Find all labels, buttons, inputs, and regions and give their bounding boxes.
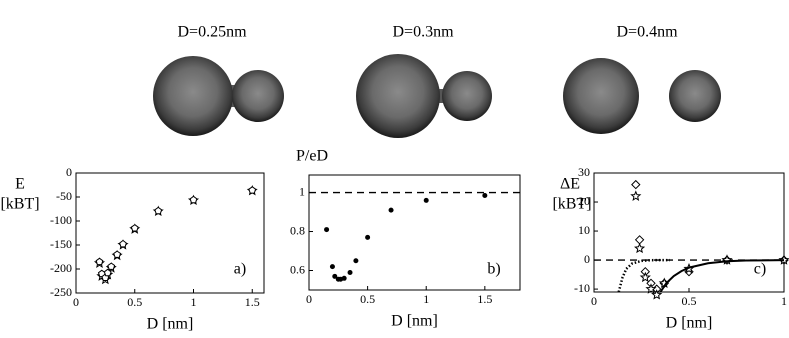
y-axis-label: E [15,176,25,193]
data-point [329,264,335,270]
plot-frame [308,174,521,291]
x-axis-label: D [nm] [391,313,438,330]
panel-label: a) [234,261,246,278]
data-point [353,258,359,264]
y-tick-label: -200 [50,261,72,275]
y-tick-label: 1 [299,184,305,198]
y-axis-label: P/eD [296,148,328,165]
data-point [778,254,789,265]
data-point [423,197,429,203]
data-point [388,207,394,213]
y-tick-label: -100 [50,213,72,227]
y-tick-label: 10 [578,223,590,237]
data-point [95,257,104,266]
data-point [324,227,330,233]
plot-frame [75,172,265,294]
y-tick-label: -250 [50,285,72,299]
data-point [119,239,127,248]
shape-render [356,54,492,138]
y-tick-label: 20 [578,194,590,208]
shape-render [563,58,721,134]
data-point [631,179,641,190]
curve [617,258,671,293]
curve [659,259,785,293]
y-tick-label: 0.8 [290,223,305,237]
data-point [639,271,651,283]
data-point [189,195,198,204]
panel-label: b) [487,261,500,278]
image-label: D=0.25nm [177,24,247,41]
data-point [651,289,663,300]
x-tick-label: 1.5 [245,295,260,309]
y-axis-label: ΔE [560,176,580,193]
data-point [130,224,139,232]
y-tick-label: 0 [584,252,590,266]
data-point [634,235,645,245]
x-tick-label: 0.5 [682,294,697,308]
x-tick-label: 0 [591,294,597,308]
data-point [332,273,338,279]
data-point [113,250,122,258]
shape-render [153,56,284,136]
y-tick-label: -50 [56,189,72,203]
x-axis-label: D [nm] [147,316,194,333]
y-tick-label: -150 [50,237,72,251]
y-tick-label: 30 [578,165,590,179]
x-axis-label: D [nm] [666,315,713,332]
x-tick-label: 0 [306,292,312,306]
y-axis-unit: [kBT] [0,196,39,213]
data-point [107,262,116,270]
data-point [634,242,646,254]
x-tick-label: 1 [423,292,429,306]
image-label: D=0.3nm [392,24,454,41]
data-point [341,275,347,281]
x-tick-label: 1 [191,295,197,309]
x-tick-label: 0.5 [360,292,375,306]
data-point [630,190,642,201]
x-tick-label: 0.5 [127,295,142,309]
y-tick-label: 0 [66,165,72,179]
data-point [103,268,112,277]
x-tick-label: 1.5 [477,292,492,306]
data-point [347,269,353,275]
panel-label: c) [754,261,766,278]
data-point [248,186,257,194]
y-tick-label: 0.6 [290,262,305,276]
data-point [154,206,163,215]
data-point [482,192,488,198]
x-tick-label: 0 [73,295,79,309]
y-axis-unit: [kBT] [552,196,591,213]
data-point [645,283,657,294]
data-point [365,234,371,240]
y-tick-label: -10 [574,281,590,295]
image-label: D=0.4nm [616,24,678,41]
x-tick-label: 1 [781,294,787,308]
